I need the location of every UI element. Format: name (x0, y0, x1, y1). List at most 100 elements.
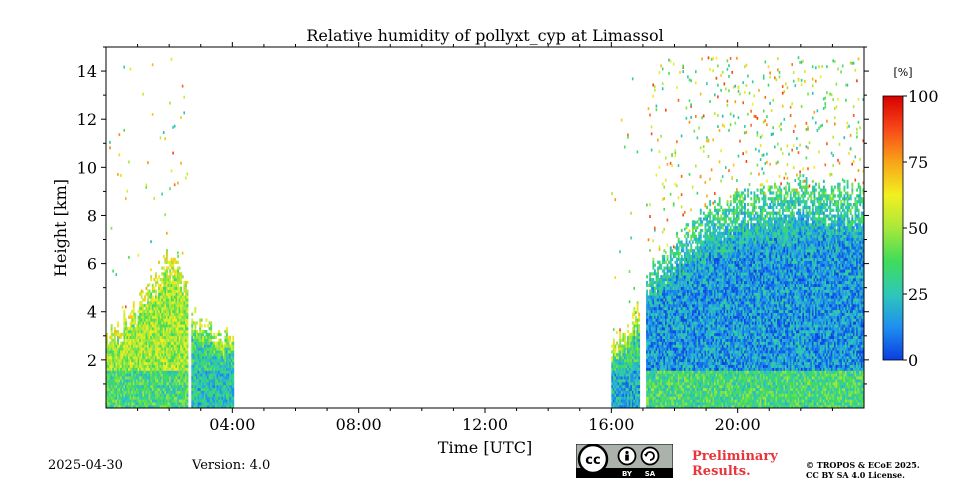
heatmap-cell (690, 376, 693, 380)
heatmap-cell (680, 228, 683, 233)
heatmap-cell (166, 382, 168, 386)
heatmap-cell (164, 324, 167, 328)
heatmap-cell (175, 364, 178, 368)
heatmap-cell (663, 309, 666, 313)
heatmap-cell (113, 350, 116, 354)
heatmap-cell (186, 280, 189, 285)
heatmap-cell (185, 370, 187, 374)
heatmap-cell (676, 324, 678, 328)
heatmap-cell (622, 399, 625, 403)
heatmap-cell (128, 341, 130, 345)
heatmap-cell (649, 321, 652, 325)
heatmap-cell (219, 405, 222, 408)
heatmap-cell (677, 318, 680, 322)
heatmap-cell (660, 289, 663, 293)
heatmap-cell (666, 321, 669, 325)
heatmap-cell (684, 332, 686, 337)
heatmap-cell (162, 393, 165, 397)
heatmap-cell (665, 384, 667, 389)
heatmap-cell (169, 312, 172, 316)
heatmap-cell (668, 304, 671, 308)
heatmap-cell (178, 321, 181, 325)
heatmap-cell (177, 402, 179, 406)
heatmap-cell (112, 367, 115, 371)
heatmap-cell (177, 275, 179, 279)
heatmap-cell (161, 370, 164, 374)
heatmap-cell (117, 353, 119, 357)
heatmap-cell (695, 330, 697, 334)
heatmap-cell (113, 367, 116, 371)
heatmap-cell (631, 387, 634, 391)
heatmap-cell (679, 324, 682, 328)
heatmap-cell (627, 367, 629, 371)
heatmap-cell (672, 306, 675, 311)
heatmap-cell (695, 358, 697, 363)
heatmap-cell (150, 344, 153, 348)
heatmap-cell (132, 332, 135, 337)
heatmap-cell (129, 390, 132, 394)
heatmap-cell (177, 306, 179, 311)
heatmap-cell (695, 327, 697, 331)
heatmap-cell (676, 332, 678, 337)
heatmap-cell (118, 390, 121, 394)
heatmap-cell (126, 344, 129, 348)
heatmap-cell (156, 387, 159, 391)
heatmap-cell (669, 269, 672, 273)
heatmap-cell (624, 353, 626, 357)
heatmap-cell (679, 332, 682, 337)
heatmap-cell (203, 341, 206, 345)
heatmap-cell (164, 292, 167, 296)
heatmap-cell (687, 379, 689, 383)
heatmap-cell (170, 257, 173, 261)
heatmap-cell (663, 324, 666, 328)
heatmap-cell (134, 315, 137, 319)
heatmap-cell (671, 330, 674, 334)
heatmap-cell (185, 344, 187, 348)
heatmap-cell (685, 402, 688, 406)
heatmap-cell (128, 315, 130, 319)
heatmap-cell (181, 292, 184, 296)
heatmap-cell (690, 104, 692, 108)
heatmap-cell (180, 318, 183, 322)
heatmap-cell (649, 327, 652, 331)
heatmap-cell (687, 358, 689, 363)
heatmap-cell (205, 384, 208, 389)
heatmap-cell (646, 390, 648, 394)
heatmap-cell (649, 356, 652, 360)
heatmap-cell (155, 364, 157, 368)
heatmap-cell (178, 278, 181, 282)
heatmap-cell (147, 390, 149, 394)
heatmap-cell (661, 347, 664, 351)
heatmap-cell (164, 257, 167, 261)
heatmap-cell (628, 393, 631, 397)
heatmap-cell (166, 315, 168, 319)
heatmap-cell (139, 370, 142, 374)
heatmap-cell (162, 356, 165, 360)
heatmap-cell (207, 335, 209, 339)
heatmap-cell (147, 161, 149, 165)
heatmap-cell (677, 263, 680, 267)
heatmap-cell (684, 390, 686, 394)
heatmap-cell (112, 364, 115, 368)
heatmap-cell (677, 338, 680, 342)
heatmap-cell (687, 249, 689, 253)
heatmap-cell (134, 367, 137, 371)
heatmap-cell (685, 283, 688, 287)
heatmap-cell (200, 344, 203, 348)
heatmap-cell (202, 387, 205, 391)
heatmap-cell (131, 405, 134, 408)
heatmap-cell (109, 344, 112, 348)
heatmap-cell (685, 263, 688, 267)
heatmap-cell (674, 347, 677, 351)
heatmap-cell (685, 266, 688, 270)
heatmap-cell (227, 335, 230, 339)
heatmap-cell (169, 402, 172, 406)
heatmap-cell (113, 344, 116, 348)
heatmap-cell (224, 350, 227, 354)
heatmap-cell (631, 373, 634, 377)
heatmap-cell (147, 356, 149, 360)
heatmap-cell (682, 347, 685, 351)
heatmap-cell (638, 361, 641, 365)
heatmap-cell (177, 312, 179, 316)
heatmap-cell (646, 338, 648, 342)
